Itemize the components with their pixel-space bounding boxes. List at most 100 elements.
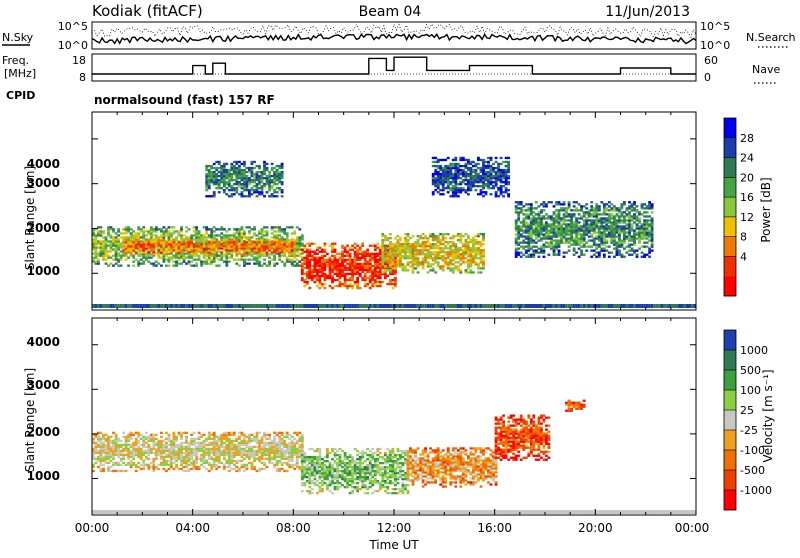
heatmap-cell <box>105 250 108 252</box>
heatmap-cell <box>532 223 535 225</box>
heatmap-cell <box>203 249 206 251</box>
heatmap-cell <box>472 257 475 259</box>
heatmap-cell <box>517 233 520 235</box>
heatmap-cell <box>505 187 508 189</box>
heatmap-cell <box>578 237 581 239</box>
heatmap-cell <box>374 253 377 255</box>
heatmap-cell <box>626 246 629 248</box>
heatmap-cell <box>263 245 266 247</box>
heatmap-cell <box>560 227 563 229</box>
heatmap-cell <box>530 223 533 225</box>
heatmap-cell <box>346 251 349 253</box>
heatmap-cell <box>137 442 140 444</box>
heatmap-cell <box>434 255 437 257</box>
heatmap-cell <box>170 304 173 308</box>
heatmap-cell <box>339 275 342 277</box>
heatmap-cell <box>467 243 470 245</box>
heatmap-cell <box>545 231 548 233</box>
heatmap-cell <box>110 234 113 236</box>
heatmap-cell <box>132 249 135 251</box>
heatmap-cell <box>208 241 211 243</box>
heatmap-cell <box>316 259 319 261</box>
heatmap-cell <box>228 252 231 254</box>
heatmap-cell <box>281 245 284 247</box>
heatmap-cell <box>125 464 128 466</box>
heatmap-cell <box>261 241 264 243</box>
heatmap-cell <box>344 249 347 251</box>
heatmap-cell <box>482 263 485 265</box>
heatmap-cell <box>379 263 382 265</box>
heatmap-cell <box>610 242 613 244</box>
heatmap-cell <box>135 444 138 446</box>
heatmap-cell <box>268 183 271 185</box>
heatmap-cell <box>545 223 548 225</box>
heatmap-cell <box>281 183 284 185</box>
heatmap-cell <box>253 181 256 183</box>
heatmap-cell <box>278 173 281 175</box>
heatmap-cell <box>555 209 558 211</box>
heatmap-cell <box>482 265 485 267</box>
heatmap-cell <box>291 265 294 267</box>
heatmap-cell <box>459 257 462 259</box>
heatmap-cell <box>371 269 374 271</box>
heatmap-cell <box>97 242 100 244</box>
heatmap-cell <box>386 245 389 247</box>
heatmap-cell <box>155 252 158 254</box>
heatmap-cell <box>311 243 314 245</box>
heatmap-cell <box>95 255 98 257</box>
heatmap-cell <box>427 251 430 253</box>
heatmap-cell <box>296 246 299 248</box>
heatmap-cell <box>117 470 120 472</box>
heatmap-cell <box>205 251 208 253</box>
heatmap-cell <box>439 241 442 243</box>
heatmap-cell <box>470 161 473 163</box>
heatmap-cell <box>241 226 244 228</box>
heatmap-cell <box>424 237 427 239</box>
heatmap-cell <box>449 177 452 179</box>
heatmap-cell <box>610 252 613 254</box>
heatmap-cell <box>238 165 241 167</box>
heatmap-cell <box>263 163 266 165</box>
heatmap-cell <box>510 304 513 308</box>
heatmap-cell <box>210 228 213 230</box>
heatmap-cell <box>414 267 417 269</box>
heatmap-cell <box>339 281 342 283</box>
heatmap-cell <box>563 235 566 237</box>
heatmap-cell <box>291 253 294 255</box>
heatmap-cell <box>117 452 120 454</box>
heatmap-cell <box>170 456 173 458</box>
heatmap-cell <box>429 253 432 255</box>
heatmap-cell <box>170 243 173 245</box>
heatmap-cell <box>261 181 264 183</box>
heatmap-cell <box>633 201 636 203</box>
heatmap-cell <box>475 185 478 187</box>
heatmap-cell <box>298 261 301 263</box>
heatmap-cell <box>246 226 249 228</box>
heatmap-cell <box>527 256 530 258</box>
heatmap-cell <box>480 177 483 179</box>
heatmap-cell <box>115 450 118 452</box>
heatmap-cell <box>238 173 241 175</box>
heatmap-cell <box>502 185 505 187</box>
heatmap-cell <box>157 304 160 308</box>
heatmap-cell <box>454 189 457 191</box>
heatmap-cell <box>397 239 400 241</box>
heatmap-cell <box>399 304 402 308</box>
heatmap-cell <box>454 257 457 259</box>
heatmap-cell <box>462 253 465 255</box>
heatmap-cell <box>359 259 362 261</box>
heatmap-cell <box>628 211 631 213</box>
heatmap-cell <box>160 446 163 448</box>
heatmap-cell <box>157 249 160 251</box>
heatmap-cell <box>583 205 586 207</box>
heatmap-cell <box>409 251 412 253</box>
heatmap-cell <box>155 247 158 249</box>
heatmap-cell <box>261 177 264 179</box>
heatmap-cell <box>110 454 113 456</box>
heatmap-cell <box>470 167 473 169</box>
heatmap-cell <box>636 250 639 252</box>
heatmap-cell <box>608 246 611 248</box>
heatmap-cell <box>515 233 518 235</box>
heatmap-cell <box>603 213 606 215</box>
heatmap-cell <box>432 239 435 241</box>
